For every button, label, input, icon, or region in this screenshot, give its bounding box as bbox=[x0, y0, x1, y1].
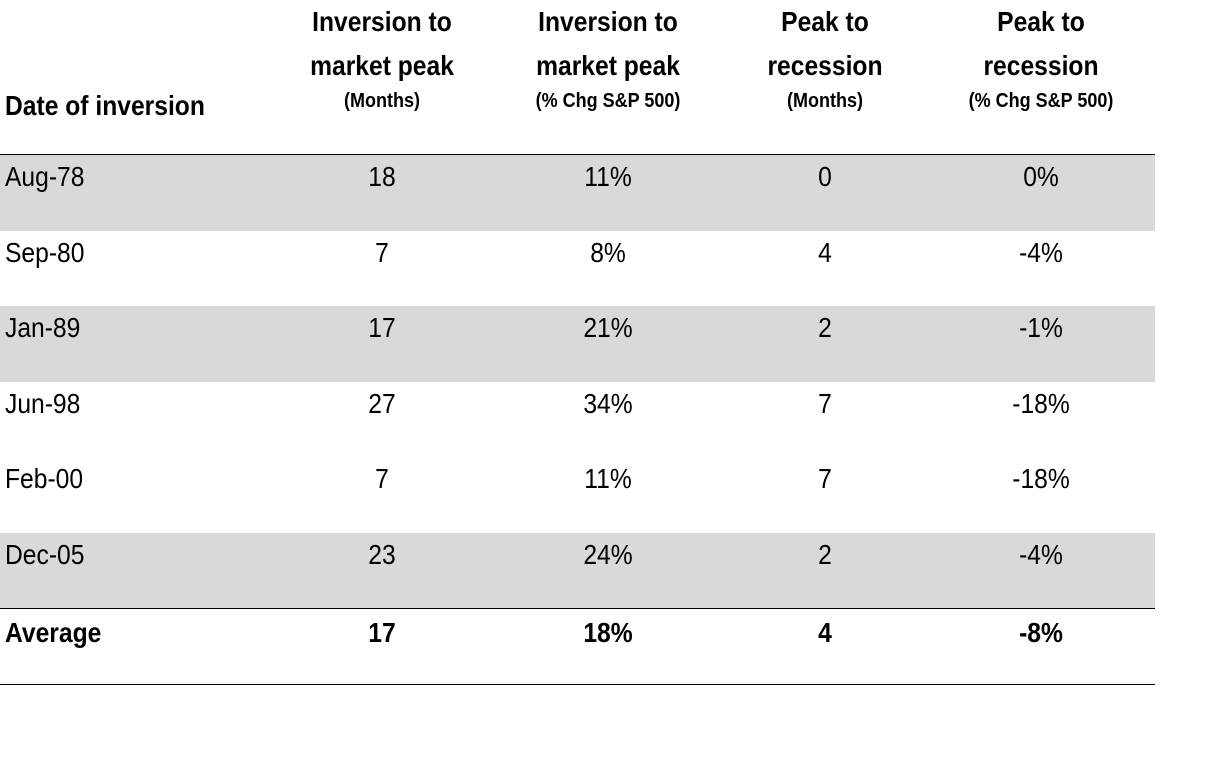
row-date: Jan-89 bbox=[5, 312, 81, 343]
average-inversion-pct: 18% bbox=[583, 617, 633, 648]
header-unit: (% Chg S&P 500) bbox=[535, 90, 681, 112]
header-label-line1: Peak to bbox=[781, 6, 869, 37]
header-peak-to-recession-pct: Peak to recession (% Chg S&P 500) bbox=[931, 0, 1151, 116]
header-label: Date of inversion bbox=[5, 90, 205, 121]
header-peak-to-recession-months: Peak to recession (Months) bbox=[715, 0, 935, 116]
cell-inversion-pct: 11% bbox=[584, 161, 632, 192]
cell-recession-pct: -1% bbox=[1019, 312, 1063, 343]
header-label-line1: Peak to bbox=[997, 6, 1085, 37]
row-date: Sep-80 bbox=[5, 236, 85, 268]
cell-recession-months: 2 bbox=[818, 538, 832, 570]
row-date: Dec-05 bbox=[5, 538, 85, 570]
table-row: Dec-05 23 24% 2 -4% bbox=[0, 532, 1155, 608]
cell-inversion-months: 18 bbox=[368, 161, 396, 192]
cell-recession-months: 7 bbox=[818, 387, 832, 419]
header-label-line2: recession bbox=[767, 50, 883, 81]
row-date: Jun-98 bbox=[5, 387, 81, 419]
header-unit: (Months) bbox=[787, 90, 863, 112]
row-date: Feb-00 bbox=[5, 463, 84, 494]
cell-inversion-months: 23 bbox=[368, 538, 396, 570]
cell-inversion-pct: 24% bbox=[583, 538, 633, 570]
cell-inversion-pct: 21% bbox=[583, 312, 633, 343]
cell-recession-months: 2 bbox=[818, 312, 832, 343]
table-row: Jan-89 17 21% 2 -1% bbox=[0, 306, 1155, 382]
header-unit: (% Chg S&P 500) bbox=[968, 90, 1114, 112]
header-label-line2: recession bbox=[983, 50, 1099, 81]
cell-recession-months: 4 bbox=[818, 236, 832, 268]
header-label-line2: market peak bbox=[536, 50, 680, 81]
cell-inversion-months: 7 bbox=[375, 463, 389, 494]
header-inversion-to-peak-pct: Inversion to market peak (% Chg S&P 500) bbox=[498, 0, 718, 116]
cell-recession-pct: -18% bbox=[1012, 387, 1070, 419]
cell-recession-pct: -4% bbox=[1019, 236, 1063, 268]
header-label-line1: Inversion to bbox=[538, 6, 678, 37]
header-label-line1: Inversion to bbox=[312, 6, 452, 37]
cell-inversion-months: 7 bbox=[375, 236, 389, 268]
table-row: Feb-00 7 11% 7 -18% bbox=[0, 457, 1155, 533]
cell-recession-months: 7 bbox=[818, 463, 832, 494]
average-label: Average bbox=[5, 617, 102, 648]
cell-inversion-months: 27 bbox=[368, 387, 396, 419]
average-inversion-months: 17 bbox=[368, 617, 396, 648]
table-header: Date of inversion Inversion to market pe… bbox=[0, 0, 1155, 155]
average-row: Average 17 18% 4 -8% bbox=[0, 608, 1155, 685]
cell-inversion-pct: 11% bbox=[584, 463, 632, 494]
average-recession-months: 4 bbox=[818, 617, 832, 648]
header-label-line2: market peak bbox=[310, 50, 454, 81]
cell-recession-pct: 0% bbox=[1023, 161, 1059, 192]
cell-recession-months: 0 bbox=[818, 161, 832, 192]
table-row: Jun-98 27 34% 7 -18% bbox=[0, 382, 1155, 458]
cell-inversion-pct: 34% bbox=[583, 387, 633, 419]
row-date: Aug-78 bbox=[5, 161, 85, 192]
header-date-of-inversion: Date of inversion bbox=[5, 84, 232, 128]
average-recession-pct: -8% bbox=[1019, 617, 1063, 648]
table-row: Sep-80 7 8% 4 -4% bbox=[0, 231, 1155, 307]
table-row: Aug-78 18 11% 0 0% bbox=[0, 155, 1155, 231]
cell-inversion-pct: 8% bbox=[590, 236, 626, 268]
inversion-table: Date of inversion Inversion to market pe… bbox=[0, 0, 1155, 685]
header-unit: (Months) bbox=[344, 90, 420, 112]
header-inversion-to-peak-months: Inversion to market peak (Months) bbox=[272, 0, 492, 116]
cell-recession-pct: -4% bbox=[1019, 538, 1063, 570]
cell-recession-pct: -18% bbox=[1012, 463, 1070, 494]
cell-inversion-months: 17 bbox=[368, 312, 396, 343]
